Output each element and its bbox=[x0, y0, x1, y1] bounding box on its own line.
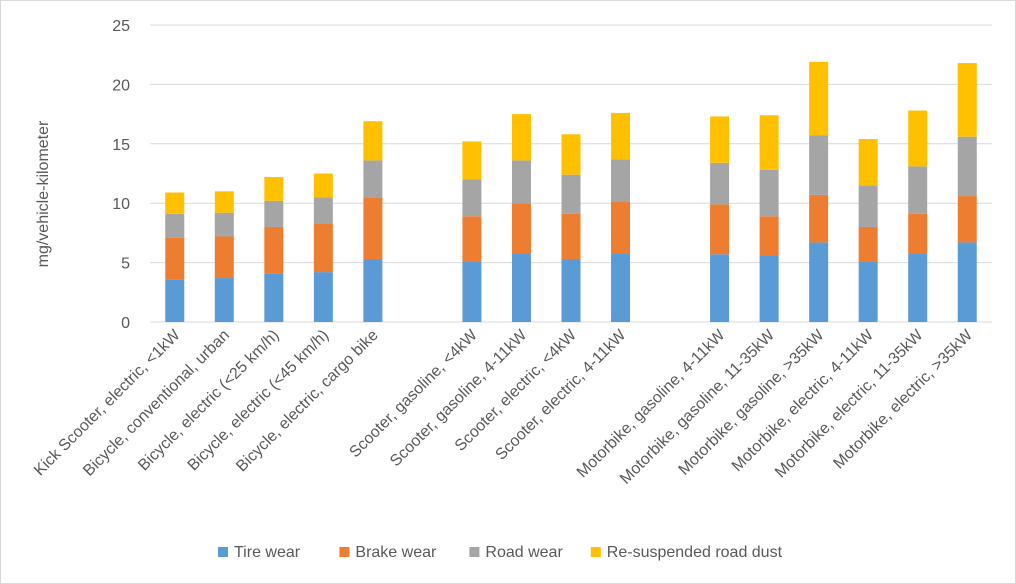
bar-segment-brake-wear bbox=[957, 196, 977, 243]
bar-segment-re-suspended-road-dust bbox=[957, 63, 977, 137]
bar-segment-re-suspended-road-dust bbox=[264, 177, 284, 201]
bar-segment-brake-wear bbox=[511, 203, 531, 254]
bar-segment-tire-wear bbox=[363, 259, 383, 322]
bar-segment-road-wear bbox=[313, 197, 333, 224]
bar-segment-brake-wear bbox=[214, 236, 234, 279]
bar-segment-re-suspended-road-dust bbox=[611, 112, 631, 160]
bar-segment-tire-wear bbox=[264, 273, 284, 322]
bar-segment-road-wear bbox=[214, 212, 234, 237]
bar-segment-tire-wear bbox=[858, 261, 878, 322]
bar-segment-road-wear bbox=[462, 179, 482, 217]
bar-segment-tire-wear bbox=[561, 259, 581, 322]
bar-segment-tire-wear bbox=[908, 253, 928, 322]
bar-segment-road-wear bbox=[759, 169, 779, 217]
bar-segment-road-wear bbox=[363, 160, 383, 198]
y-tick-label: 10 bbox=[112, 196, 130, 213]
bars bbox=[165, 61, 977, 322]
bar-segment-brake-wear bbox=[809, 194, 829, 243]
bar-segment-brake-wear bbox=[710, 204, 730, 255]
legend-label: Brake wear bbox=[355, 544, 437, 561]
bar-segment-tire-wear bbox=[511, 253, 531, 322]
legend-swatch bbox=[590, 547, 601, 557]
bar-segment-road-wear bbox=[809, 135, 829, 195]
bar-segment-re-suspended-road-dust bbox=[858, 139, 878, 186]
bar-segment-brake-wear bbox=[561, 213, 581, 260]
bar-segment-road-wear bbox=[710, 162, 730, 205]
bar-segment-tire-wear bbox=[462, 261, 482, 322]
bar-segment-brake-wear bbox=[313, 223, 333, 273]
bar-segment-brake-wear bbox=[462, 216, 482, 262]
bar-segment-tire-wear bbox=[611, 253, 631, 322]
bar-segment-brake-wear bbox=[165, 237, 185, 280]
gridlines bbox=[150, 24, 992, 323]
bar-segment-road-wear bbox=[264, 200, 284, 227]
bar-segment-tire-wear bbox=[165, 279, 185, 322]
y-tick-label: 20 bbox=[112, 77, 130, 94]
bar-segment-re-suspended-road-dust bbox=[165, 192, 185, 214]
bar-segment-tire-wear bbox=[313, 272, 333, 322]
bar-segment-tire-wear bbox=[214, 278, 234, 322]
bar-segment-road-wear bbox=[858, 185, 878, 227]
bar-segment-brake-wear bbox=[759, 216, 779, 256]
legend-swatch bbox=[339, 547, 350, 557]
bar-segment-road-wear bbox=[957, 136, 977, 197]
bar-segment-tire-wear bbox=[809, 242, 829, 322]
y-axis-label: mg/vehicle-kilometer bbox=[35, 120, 52, 267]
bar-segment-re-suspended-road-dust bbox=[759, 115, 779, 170]
bar-segment-re-suspended-road-dust bbox=[710, 116, 730, 163]
bar-segment-tire-wear bbox=[710, 254, 730, 322]
bar-segment-road-wear bbox=[908, 166, 928, 214]
legend-swatch bbox=[469, 547, 480, 557]
bar-segment-re-suspended-road-dust bbox=[214, 191, 234, 213]
bar-segment-road-wear bbox=[611, 159, 631, 203]
bar-segment-tire-wear bbox=[759, 255, 779, 322]
bar-segment-brake-wear bbox=[363, 197, 383, 260]
bar-segment-re-suspended-road-dust bbox=[809, 61, 829, 136]
bar-segment-re-suspended-road-dust bbox=[363, 121, 383, 161]
bar-segment-re-suspended-road-dust bbox=[462, 141, 482, 180]
bar-segment-brake-wear bbox=[264, 226, 284, 274]
bar-segment-re-suspended-road-dust bbox=[908, 110, 928, 167]
bar-segment-brake-wear bbox=[611, 202, 631, 254]
bar-segment-road-wear bbox=[561, 174, 581, 214]
y-tick-label: 15 bbox=[112, 137, 130, 154]
bar-segment-brake-wear bbox=[908, 213, 928, 254]
y-tick-label: 5 bbox=[121, 256, 130, 273]
legend-label: Road wear bbox=[485, 544, 563, 561]
bar-segment-road-wear bbox=[165, 213, 185, 238]
bar-segment-re-suspended-road-dust bbox=[313, 173, 333, 198]
y-tick-label: 0 bbox=[121, 315, 130, 332]
bar-segment-road-wear bbox=[511, 160, 531, 204]
legend-label: Re-suspended road dust bbox=[607, 544, 783, 561]
legend-label: Tire wear bbox=[234, 544, 301, 561]
legend-swatch bbox=[218, 547, 228, 557]
y-axis-ticks: 0 5 10 15 20 25 bbox=[112, 18, 130, 332]
bar-segment-re-suspended-road-dust bbox=[511, 114, 531, 161]
bar-segment-tire-wear bbox=[957, 242, 977, 322]
bar-segment-re-suspended-road-dust bbox=[561, 134, 581, 175]
y-tick-label: 25 bbox=[112, 18, 130, 35]
bar-segment-brake-wear bbox=[858, 226, 878, 262]
legend: Tire wear Brake wear Road wear Re-suspended… bbox=[218, 544, 783, 561]
